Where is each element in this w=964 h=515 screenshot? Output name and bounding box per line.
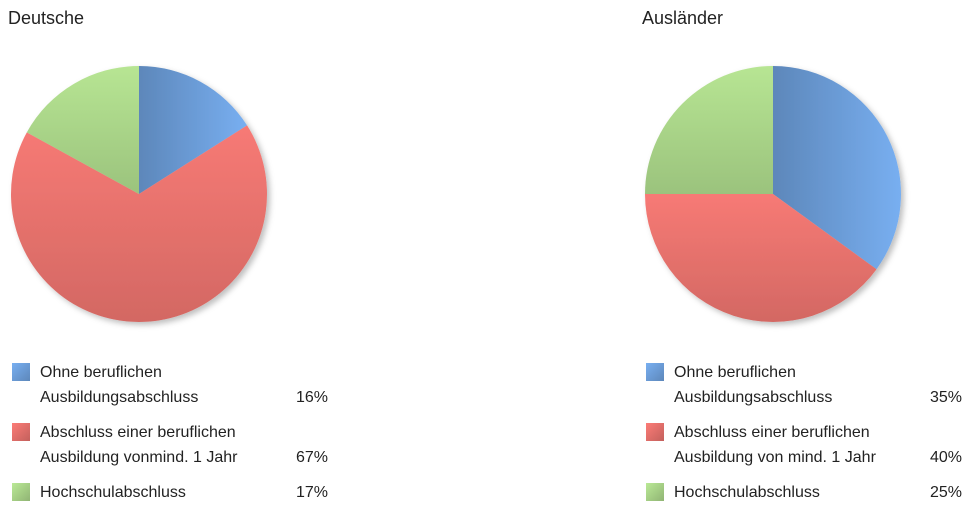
legend-swatch [646,483,664,501]
legend: Ohne beruflichen Ausbildungsabschluss 16%… [12,360,328,515]
pie-group [645,66,901,322]
value-label: 67% [295,449,328,466]
legend-item: Hochschulabschluss 17% [12,480,328,505]
legend-label: Abschluss einer beruflichen Ausbildung v… [674,424,876,466]
legend-item: Abschluss einer beruflichen Ausbildung v… [646,420,962,470]
chart-panel: Ausländer Ohne beruflichen Ausbildungsabs… [642,0,962,508]
pie-chart [645,66,901,322]
legend-item: Ohne beruflichen Ausbildungsabschluss 16% [12,360,328,410]
chart-title: Deutsche [8,8,85,28]
pie-slice [139,66,248,194]
pie-slice [645,194,877,322]
legend-item: Hochschulabschluss 25% [646,480,962,505]
legend-swatch [12,423,30,441]
legend-swatch [646,363,664,381]
value-label: 25% [929,484,962,501]
legend-swatch [12,483,30,501]
legend-swatch [12,363,30,381]
pie-slice [645,66,773,194]
legend-label: Hochschulabschluss [674,484,820,501]
value-label: 17% [295,484,328,501]
legend: Ohne beruflichen Ausbildungsabschluss 35%… [646,360,962,515]
legend-label: Ohne beruflichen Ausbildungsabschluss [40,364,199,406]
legend-label: Abschluss einer beruflichen Ausbildung v… [40,424,238,466]
legend-label: Ohne beruflichen Ausbildungsabschluss [674,364,833,406]
legend-label: Hochschulabschluss [40,484,186,501]
value-label: 16% [295,389,328,406]
value-label: 35% [929,389,962,406]
legend-item: Ohne beruflichen Ausbildungsabschluss 35% [646,360,962,410]
pie-slice [773,66,901,270]
chart-title: Ausländer [642,8,724,28]
chart-panel: Deutsche Ohne beruflichen Ausbildungsabsc… [8,0,328,508]
pie-group [11,66,268,322]
value-label: 40% [929,449,962,466]
legend-item: Abschluss einer beruflichen Ausbildung v… [12,420,328,470]
pie-slice [26,66,139,194]
pie-slice [11,125,268,322]
pie-chart [11,66,268,322]
legend-swatch [646,423,664,441]
